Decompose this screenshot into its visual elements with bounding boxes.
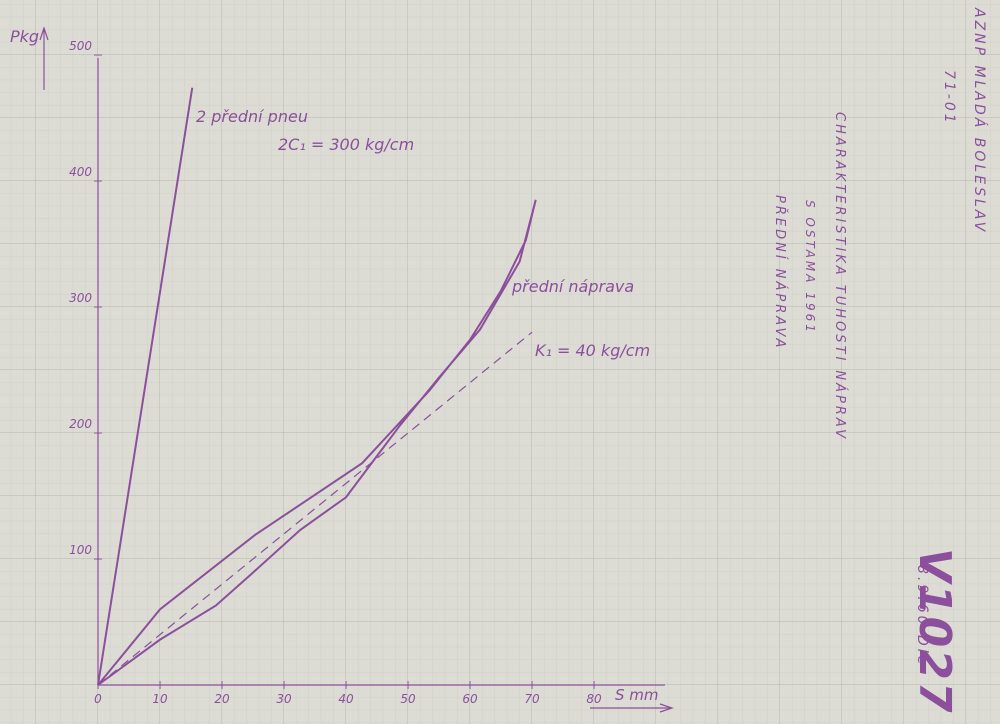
side-text: S OSTAMA 1961 — [803, 200, 817, 335]
x-tick-label: 20 — [214, 692, 230, 706]
y-tick-label: 300 — [69, 291, 92, 305]
x-tick-label: 10 — [152, 692, 168, 706]
x-axis-label: S mm — [615, 686, 659, 704]
x-tick-label: 40 — [338, 692, 354, 706]
x-tick-label: 70 — [524, 692, 540, 706]
series-label: 2 přední pneu — [196, 107, 308, 126]
series-line — [97, 199, 537, 686]
x-tick-label: 30 — [276, 692, 292, 706]
side-text: 8.9.60 Dle — [914, 565, 930, 667]
x-tick-label: 60 — [462, 692, 478, 706]
series-label: přední náprava — [511, 277, 634, 296]
series-label: K₁ = 40 kg/cm — [535, 341, 650, 360]
series-line — [97, 331, 533, 686]
series-line — [97, 87, 194, 686]
axes — [39, 26, 674, 713]
x-tick-label: 80 — [586, 692, 602, 706]
y-tick-label: 500 — [69, 39, 92, 53]
side-text: PŘEDNÍ NÁPRAVA — [772, 195, 788, 350]
side-text: 71-01 — [941, 70, 957, 126]
y-tick-label: 200 — [69, 417, 92, 431]
annotation: 2C₁ = 300 kg/cm — [278, 135, 414, 154]
side-text: CHARAKTERISTIKA TUHOSTI NÁPRAV — [832, 112, 848, 441]
y-axis-label: Pkg — [10, 27, 39, 46]
y-tick-label: 400 — [69, 165, 92, 179]
side-text: AZNP MLADÁ BOLESLAV — [971, 7, 988, 234]
y-arrow-head — [39, 26, 49, 41]
x-tick-label: 0 — [94, 692, 102, 706]
x-arrow-head — [659, 703, 674, 713]
x-tick-label: 50 — [400, 692, 416, 706]
y-tick-label: 100 — [69, 543, 92, 557]
side-text: V1027 — [909, 548, 960, 715]
